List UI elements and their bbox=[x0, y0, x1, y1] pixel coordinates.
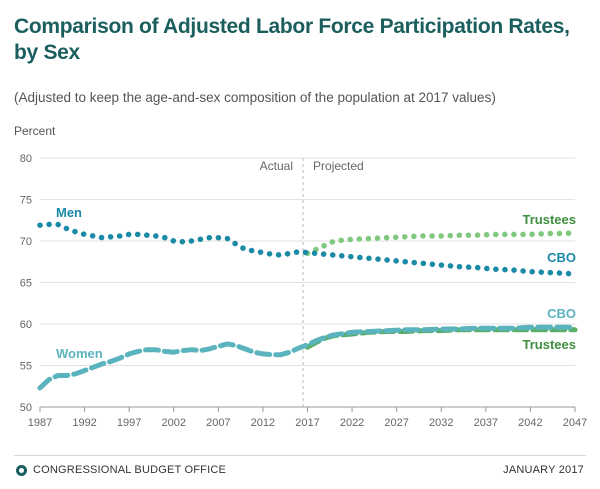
chart-title: Comparison of Adjusted Labor Force Parti… bbox=[14, 15, 570, 64]
gridlines bbox=[40, 157, 575, 408]
y-tick-label: 70 bbox=[20, 236, 32, 248]
footer-agency: CONGRESSIONAL BUDGET OFFICE bbox=[16, 464, 226, 476]
chart-subtitle: (Adjusted to keep the age-and-sex compos… bbox=[14, 90, 496, 105]
y-tick-label: 75 bbox=[20, 195, 32, 207]
men-label: Men bbox=[56, 205, 82, 220]
y-tick-label: 65 bbox=[20, 278, 32, 290]
women-label: Women bbox=[56, 346, 103, 361]
x-tick-label: 2007 bbox=[206, 417, 230, 429]
actual-label: Actual bbox=[260, 159, 293, 173]
y-tick-label: 60 bbox=[20, 319, 32, 331]
x-tick-label: 2032 bbox=[429, 417, 453, 429]
trustees-men-label: Trustees bbox=[523, 212, 576, 227]
series-line-women-cbo bbox=[37, 324, 578, 391]
x-tick-label: 2002 bbox=[162, 417, 186, 429]
y-axis-label: Percent bbox=[14, 124, 56, 138]
line-chart: 50 55 60 65 70 75 80 1987 1992 1997 2002 2007 2012 20… bbox=[20, 153, 587, 429]
projected-label: Projected bbox=[313, 159, 364, 173]
x-tick-label: 1992 bbox=[72, 417, 96, 429]
series-lines bbox=[37, 221, 578, 391]
axes: 50 55 60 65 70 75 80 1987 1992 1997 2002 2007 2012 20… bbox=[20, 153, 587, 429]
x-tick-label: 2012 bbox=[251, 417, 275, 429]
x-tick-label: 2037 bbox=[474, 417, 498, 429]
y-tick-label: 80 bbox=[20, 153, 32, 165]
x-tick-label: 2042 bbox=[518, 417, 542, 429]
cbo-women-label: CBO bbox=[547, 306, 576, 321]
footer-agency-name: CONGRESSIONAL BUDGET OFFICE bbox=[33, 464, 227, 476]
cbo-logo-icon bbox=[16, 464, 27, 476]
series-line-men-cbo bbox=[37, 221, 578, 277]
trustees-women-label: Trustees bbox=[523, 337, 576, 352]
footer-date: JANUARY 2017 bbox=[503, 464, 584, 476]
y-tick-label: 55 bbox=[20, 361, 32, 373]
x-tick-label: 1987 bbox=[28, 417, 52, 429]
x-tick-label: 2017 bbox=[295, 417, 319, 429]
x-tick-label: 2027 bbox=[384, 417, 408, 429]
series-line-men-trustees bbox=[304, 229, 578, 257]
y-tick-label: 50 bbox=[20, 402, 32, 414]
x-tick-label: 2047 bbox=[563, 417, 587, 429]
cbo-men-label: CBO bbox=[547, 250, 576, 265]
footer-divider bbox=[14, 455, 586, 456]
x-tick-label: 1997 bbox=[117, 417, 141, 429]
x-tick-label: 2022 bbox=[340, 417, 364, 429]
